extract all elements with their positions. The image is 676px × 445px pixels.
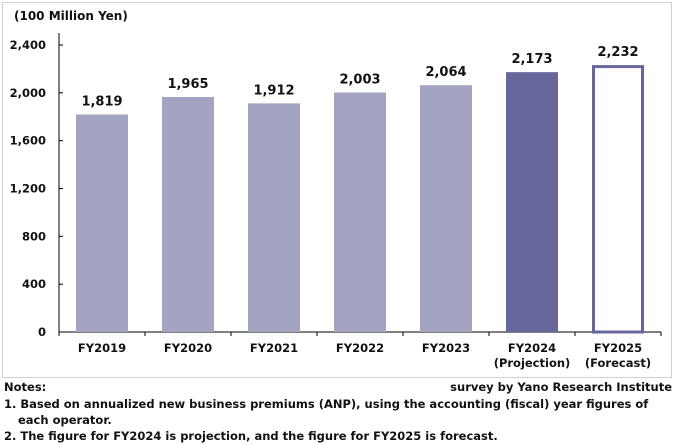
x-tick-label: FY2019 <box>78 341 126 355</box>
x-tick-label: FY2025 <box>594 341 642 355</box>
x-tick-label: FY2022 <box>336 341 384 355</box>
bar <box>162 97 214 332</box>
y-tick-label: 1,600 <box>10 134 46 148</box>
data-label: 1,912 <box>253 83 294 98</box>
data-label: 1,819 <box>81 94 122 109</box>
x-tick-label: FY2024 <box>508 341 556 355</box>
data-label: 2,064 <box>425 65 466 80</box>
note-2: 2. The figure for FY2024 is projection, … <box>4 429 498 443</box>
y-tick-label: 2,000 <box>10 86 46 100</box>
bar-chart: (100 Million Yen) 0 400 800 1,200 1,600 2,000 2… <box>10 9 662 370</box>
bar <box>420 85 472 333</box>
bar <box>592 65 644 334</box>
note-1: 1. Based on annualized new business prem… <box>4 397 649 411</box>
y-tick-label: 0 <box>38 325 46 339</box>
source-credit: survey by Yano Research Institute <box>450 380 672 394</box>
bar <box>248 103 300 333</box>
data-label: 1,965 <box>167 77 208 92</box>
notes-heading: Notes: <box>4 380 47 394</box>
data-label: 2,173 <box>511 52 552 67</box>
bar <box>334 92 386 333</box>
x-tick-label: (Forecast) <box>585 356 651 370</box>
data-label: 2,232 <box>597 45 638 60</box>
data-label: 2,003 <box>339 72 380 87</box>
note-1-cont: each operator. <box>18 413 112 427</box>
y-tick-label: 400 <box>22 277 46 291</box>
bar <box>506 72 558 332</box>
y-tick-label: 2,400 <box>10 38 46 52</box>
x-tick-label: FY2021 <box>250 341 298 355</box>
x-tick-label: FY2020 <box>164 341 212 355</box>
chart-frame <box>2 2 672 378</box>
bar <box>76 114 128 333</box>
x-tick-label: FY2023 <box>422 341 470 355</box>
y-axis-unit-label: (100 Million Yen) <box>14 9 128 23</box>
x-tick-label: (Projection) <box>494 356 571 370</box>
y-tick-label: 1,200 <box>10 182 46 196</box>
y-tick-label: 800 <box>22 229 46 243</box>
